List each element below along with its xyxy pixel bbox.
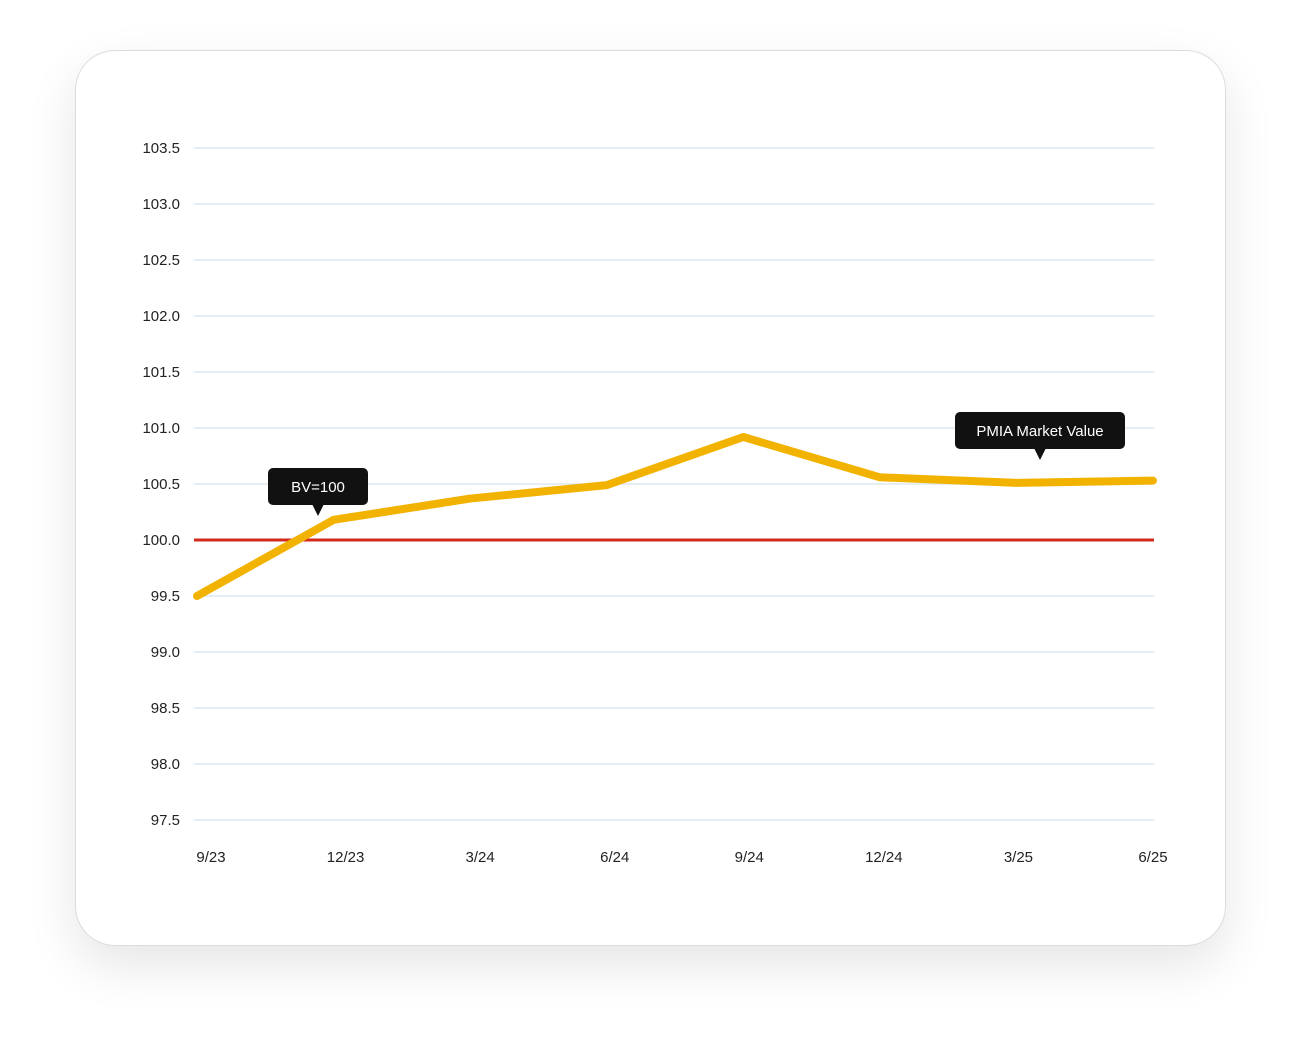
x-tick-label: 6/24 bbox=[600, 849, 629, 866]
y-tick-label: 99.0 bbox=[151, 644, 180, 661]
y-tick-label: 102.5 bbox=[142, 252, 180, 269]
y-tick-label: 101.0 bbox=[142, 420, 180, 437]
reference-tooltip-label: BV=100 bbox=[291, 479, 345, 496]
x-tick-label: 9/24 bbox=[735, 849, 764, 866]
y-tick-label: 100.0 bbox=[142, 532, 180, 549]
y-tick-label: 99.5 bbox=[151, 588, 180, 605]
y-tick-label: 103.0 bbox=[142, 196, 180, 213]
reference-tooltip-box bbox=[268, 468, 368, 505]
x-tick-label: 12/24 bbox=[865, 849, 903, 866]
x-tick-label: 9/23 bbox=[196, 849, 225, 866]
reference-tooltip-pointer bbox=[312, 504, 324, 516]
series-line bbox=[193, 432, 1157, 600]
x-tick-label: 3/25 bbox=[1004, 849, 1033, 866]
series-tooltip-label: PMIA Market Value bbox=[976, 423, 1103, 440]
y-tick-label: 103.5 bbox=[142, 140, 180, 157]
series-tooltip-pointer bbox=[1034, 448, 1046, 460]
chart-card bbox=[75, 50, 1226, 946]
y-tick-label: 100.5 bbox=[142, 476, 180, 493]
x-tick-label: 3/24 bbox=[466, 849, 495, 866]
series-tooltip-box bbox=[955, 412, 1125, 449]
y-tick-label: 98.5 bbox=[151, 700, 180, 717]
x-tick-label: 6/25 bbox=[1138, 849, 1167, 866]
y-tick-label: 101.5 bbox=[142, 364, 180, 381]
y-tick-label: 98.0 bbox=[151, 756, 180, 773]
y-tick-label: 97.5 bbox=[151, 812, 180, 829]
x-tick-label: 12/23 bbox=[327, 849, 365, 866]
y-tick-label: 102.0 bbox=[142, 308, 180, 325]
